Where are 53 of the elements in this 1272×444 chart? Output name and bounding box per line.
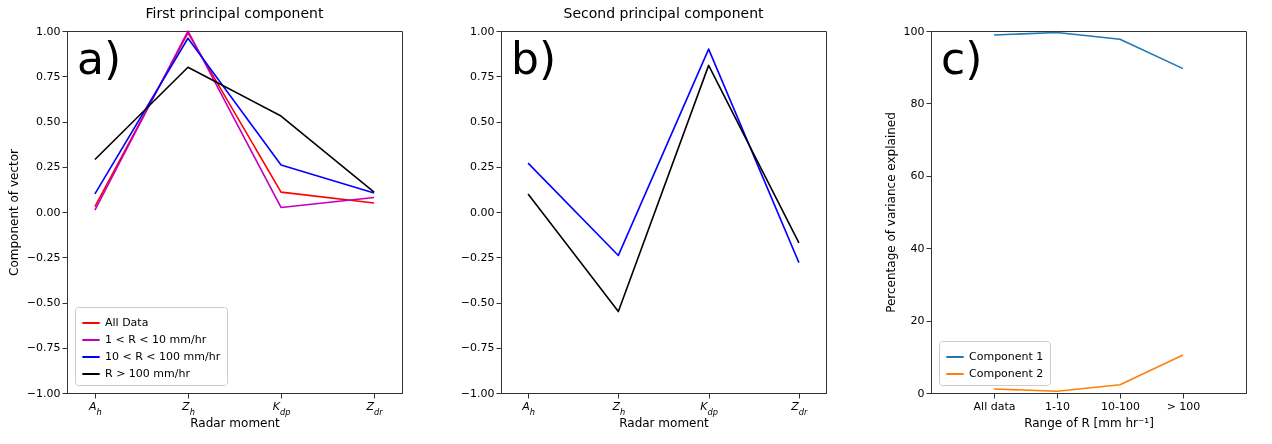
- y-tick-label: 0.50: [36, 115, 61, 128]
- y-tick-label: −0.50: [26, 296, 61, 309]
- y-tick-label: 100: [903, 24, 925, 38]
- y-tick-label: −0.25: [26, 250, 61, 264]
- x-tick-label: 10-100: [1101, 399, 1140, 413]
- y-tick-label: −0.25: [460, 250, 495, 264]
- y-tick-label: 1.00: [36, 24, 61, 38]
- legend-label: 10 < R < 100 mm/hr: [105, 350, 221, 363]
- chart-title: First principal component: [145, 5, 324, 21]
- x-axis-title: Radar moment: [619, 415, 710, 430]
- y-axis-title: Percentage of variance explained: [883, 112, 898, 313]
- x-tick-label: A$_{h}$: [88, 399, 102, 417]
- annotation: a): [77, 33, 122, 84]
- y-tick-label: −0.75: [460, 341, 495, 355]
- y-tick-label: 1.00: [470, 24, 495, 38]
- legend-label: Component 2: [969, 367, 1044, 380]
- legend-label: R > 100 mm/hr: [105, 367, 191, 380]
- x-tick-label: Z$_{h}$: [181, 399, 195, 417]
- x-tick-label: All data: [973, 399, 1016, 413]
- x-tick-label: > 100: [1166, 399, 1201, 413]
- x-tick-label: Z$_{dr}$: [790, 399, 809, 417]
- x-tick-label: K$_{dp}$: [272, 399, 291, 417]
- y-tick-label: 0.00: [470, 205, 495, 219]
- x-tick-label: K$_{dp}$: [700, 399, 718, 417]
- y-axis-title: Component of vector: [6, 148, 21, 276]
- legend-label: All Data: [105, 316, 149, 329]
- y-tick-label: −1.00: [26, 386, 61, 400]
- y-tick-label: −0.50: [460, 296, 495, 309]
- line-series: [993, 31, 1184, 70]
- legend-label: 1 < R < 10 mm/hr: [105, 333, 207, 346]
- y-tick-label: −1.00: [460, 386, 495, 400]
- x-axis-title: Radar moment: [190, 415, 281, 430]
- x-tick-label: Z$_{h}$: [611, 399, 626, 417]
- y-tick-label: 20: [910, 314, 925, 328]
- y-tick-label: 0.25: [36, 160, 61, 174]
- y-tick-label: 0.25: [470, 160, 495, 174]
- x-axis-title: Range of R [mm hr⁻¹]: [1024, 415, 1154, 430]
- annotation: c): [941, 33, 983, 84]
- y-tick-label: 0.75: [470, 69, 495, 83]
- legend-label: Component 1: [969, 350, 1044, 363]
- x-tick-label: Z$_{dr}$: [365, 399, 384, 417]
- x-tick-label: 1-10: [1045, 399, 1070, 413]
- y-tick-label: 0: [917, 386, 925, 400]
- y-tick-label: 60: [910, 169, 925, 183]
- y-tick-label: −0.75: [26, 341, 61, 355]
- y-tick-label: 0.75: [36, 69, 61, 83]
- y-tick-label: 80: [910, 96, 925, 110]
- y-tick-label: 0.00: [36, 205, 61, 219]
- chart-title: Second principal component: [563, 5, 764, 21]
- annotation: b): [511, 33, 557, 84]
- y-tick-label: 40: [910, 241, 925, 255]
- x-tick-label: A$_{h}$: [521, 399, 535, 417]
- y-tick-label: 0.50: [470, 115, 495, 128]
